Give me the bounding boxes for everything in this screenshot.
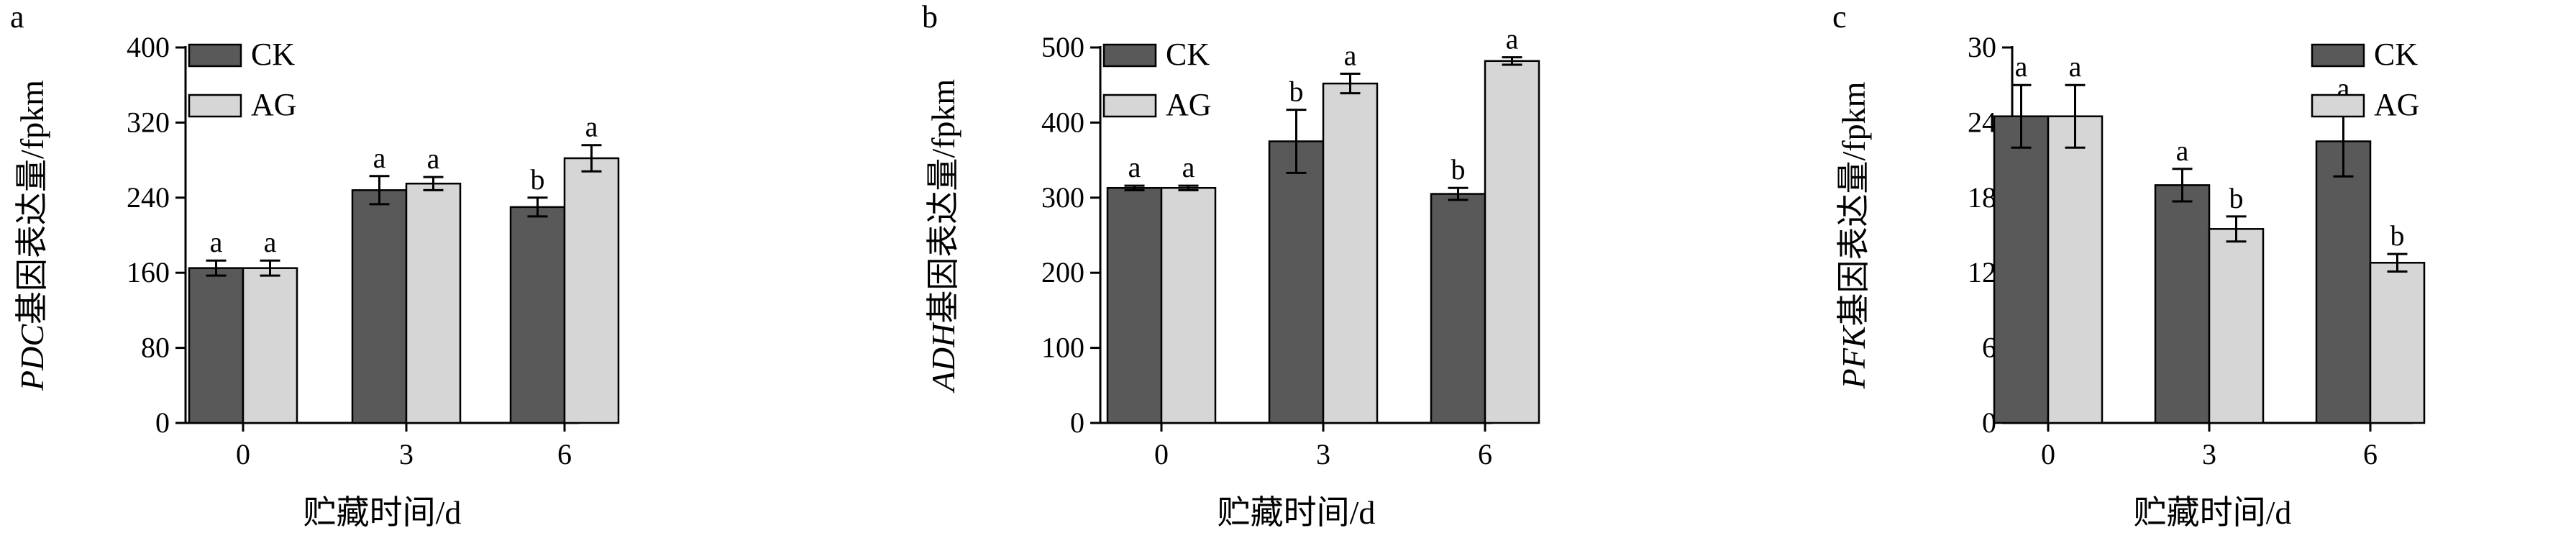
- significance-letter: a: [2069, 50, 2082, 83]
- y-axis-title-rest: 基因表达量/fpkm: [925, 79, 962, 324]
- bar-ck: [1268, 140, 1325, 424]
- bar-ag: [242, 267, 298, 424]
- bar-ck: [509, 206, 566, 424]
- chart-panel-b: b 0 100 200 300 400 500 0 3 6 贮藏时间/d ADH基因表达量/fpkm a…: [922, 0, 1540, 531]
- significance-letter: b: [531, 163, 545, 196]
- significance-letter: a: [264, 226, 277, 258]
- significance-letter: a: [1344, 40, 1357, 72]
- legend-swatch-ck: [188, 43, 242, 68]
- y-axis-title-rest: 基因表达量/fpkm: [1835, 81, 1872, 326]
- x-tick-label: 0: [2041, 438, 2055, 470]
- significance-letter: a: [210, 226, 223, 258]
- bar-ck: [1106, 186, 1163, 424]
- y-tick-label: 0: [155, 406, 170, 439]
- x-tick-label: 0: [236, 438, 250, 470]
- bar-ag: [2047, 115, 2104, 424]
- x-tick-label: 3: [2202, 438, 2216, 470]
- y-tick-label: 30: [1968, 31, 1996, 63]
- bar-ag: [563, 157, 620, 424]
- bar-ag: [405, 182, 462, 424]
- legend-swatch-ag: [2311, 94, 2365, 118]
- y-tick-label: 0: [1070, 406, 1084, 439]
- significance-letter: b: [2390, 219, 2405, 252]
- y-tick-label: 80: [141, 332, 170, 364]
- legend-swatch-ag: [1102, 94, 1157, 118]
- legend-label-ag: AG: [2374, 87, 2420, 122]
- bar-ck: [188, 267, 245, 424]
- y-tick-label: 18: [1968, 181, 1996, 214]
- y-axis-title: PDC基因表达量/fpkm: [14, 80, 50, 391]
- x-tick-label: 3: [1316, 438, 1330, 470]
- significance-letter: a: [1506, 23, 1519, 55]
- bar-ag: [2369, 262, 2426, 424]
- y-tick-label: 300: [1041, 181, 1084, 214]
- chart-panel-a: a 0 80 160 240 320 400 0 3 6 贮藏时间/d PDC基因表达量/fpkm a a…: [10, 0, 620, 531]
- legend-label-ag: AG: [251, 87, 297, 122]
- x-tick-label: 0: [1154, 438, 1169, 470]
- panel-letter: b: [922, 0, 938, 35]
- y-tick-label: 24: [1968, 106, 1996, 138]
- significance-letter: a: [585, 111, 598, 143]
- legend-swatch-ck: [2311, 43, 2365, 68]
- y-tick-label: 400: [1041, 106, 1084, 138]
- x-tick-label: 3: [399, 438, 414, 470]
- significance-letter: b: [2229, 182, 2244, 214]
- legend-label-ck: CK: [2374, 37, 2418, 72]
- y-axis-title: PFK基因表达量/fpkm: [1835, 81, 1872, 389]
- y-axis-title-gene: PFK: [1835, 324, 1872, 389]
- significance-letter: a: [427, 142, 440, 175]
- bar-ag: [1322, 82, 1379, 424]
- x-axis-title: 贮藏时间/d: [1218, 494, 1376, 531]
- bar-ag: [1484, 60, 1540, 424]
- y-tick-label: 400: [127, 31, 170, 63]
- bar-ck: [2315, 140, 2372, 424]
- x-tick-label: 6: [2363, 438, 2378, 470]
- significance-letter: b: [1451, 153, 1466, 186]
- y-tick-label: 160: [127, 256, 170, 288]
- legend-label-ck: CK: [251, 37, 295, 72]
- bar-ck: [351, 189, 408, 424]
- significance-letter: b: [1289, 76, 1304, 108]
- panel-letter: a: [10, 0, 24, 35]
- significance-letter: a: [1128, 151, 1141, 183]
- significance-letter: a: [2015, 50, 2028, 83]
- panel-letter: c: [1832, 0, 1847, 35]
- y-tick-label: 320: [127, 106, 170, 138]
- y-tick-label: 240: [127, 181, 170, 214]
- x-axis-title: 贮藏时间/d: [303, 494, 462, 531]
- x-tick-label: 6: [1478, 438, 1492, 470]
- y-tick-label: 100: [1041, 332, 1084, 364]
- y-tick-label: 12: [1968, 256, 1996, 288]
- legend-swatch-ck: [1102, 43, 1157, 68]
- bar-ck: [2154, 184, 2211, 424]
- y-axis-title-gene: PDC: [14, 324, 50, 391]
- legend-label-ag: AG: [1166, 87, 1212, 122]
- x-axis-title: 贮藏时间/d: [2134, 494, 2292, 531]
- y-tick-label: 500: [1041, 31, 1084, 63]
- significance-letter: a: [2176, 135, 2189, 167]
- y-tick-label: 200: [1041, 256, 1084, 288]
- y-tick-label: 0: [1982, 406, 1996, 439]
- significance-letter: a: [373, 142, 386, 174]
- bar-ck: [1430, 193, 1486, 424]
- significance-letter: a: [1182, 151, 1195, 183]
- bar-ck: [1993, 115, 2050, 424]
- y-tick-label: 6: [1982, 332, 1996, 364]
- y-axis-title: ADH基因表达量/fpkm: [925, 79, 962, 394]
- legend-swatch-ag: [188, 94, 242, 118]
- x-tick-label: 6: [557, 438, 572, 470]
- y-axis-title-rest: 基因表达量/fpkm: [14, 80, 50, 324]
- y-axis-title-gene: ADH: [925, 322, 962, 393]
- legend-label-ck: CK: [1166, 37, 1210, 72]
- bar-ag: [2208, 228, 2265, 424]
- bar-ag: [1160, 186, 1217, 424]
